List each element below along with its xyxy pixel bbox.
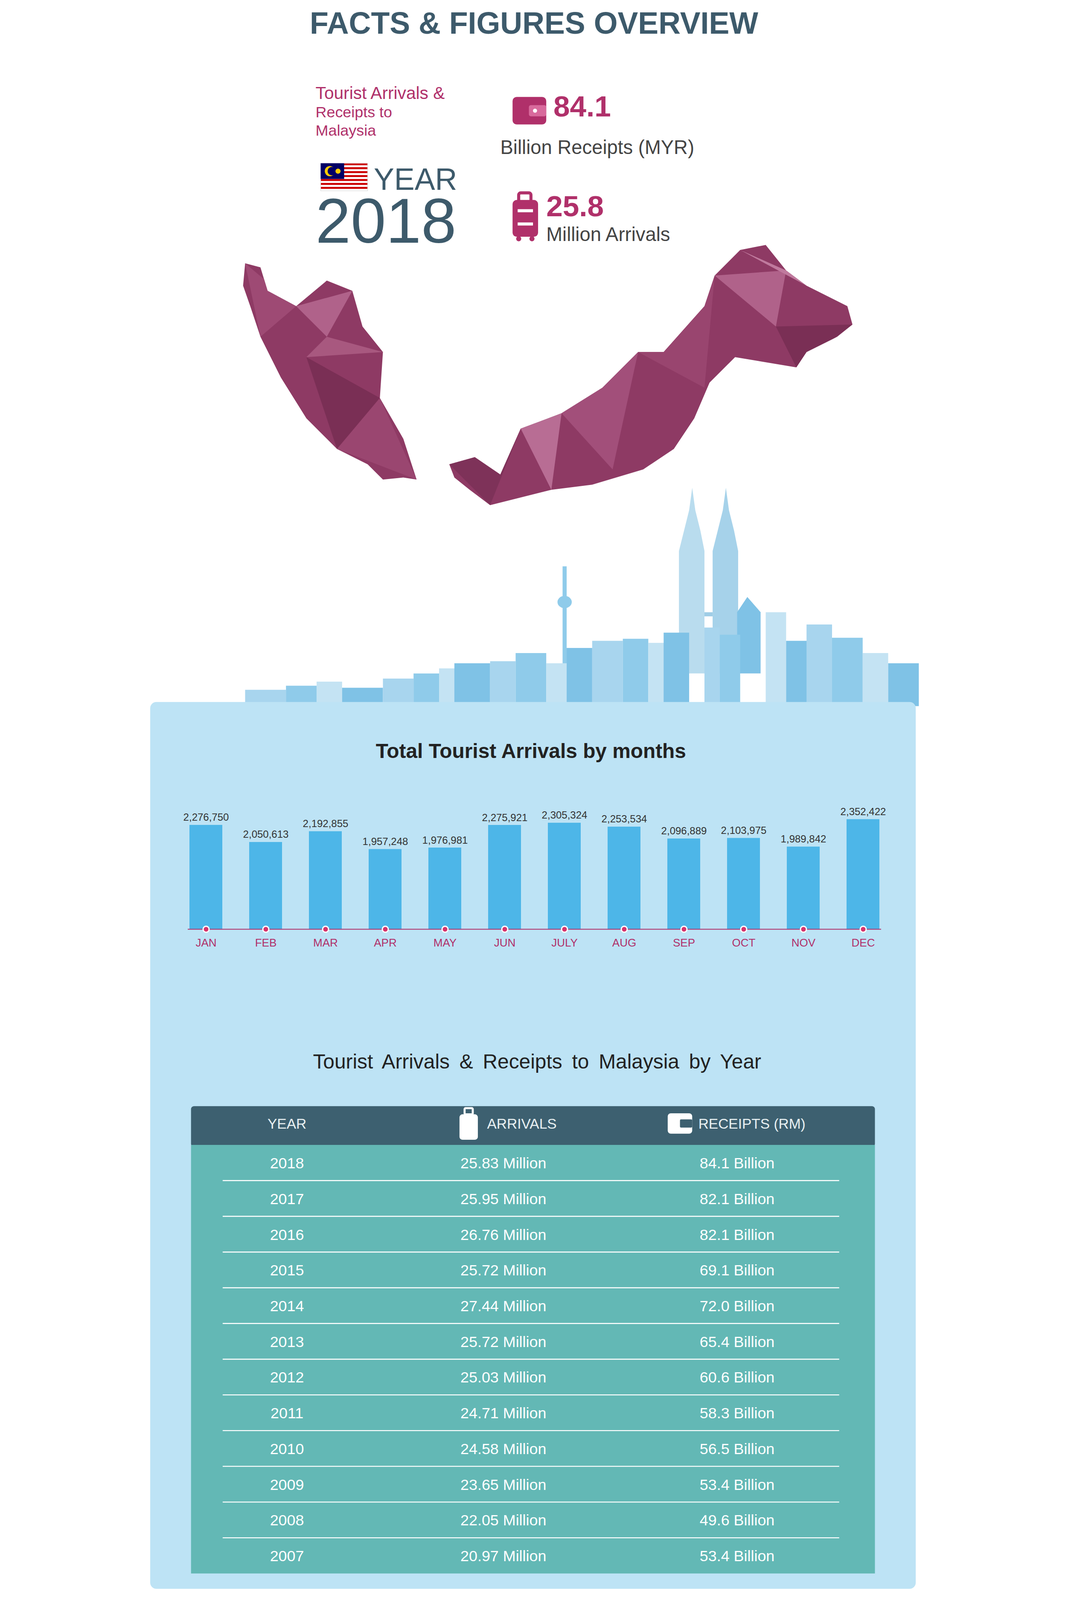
svg-text:SEP: SEP	[672, 936, 696, 950]
svg-text:22.05 Million: 22.05 Million	[460, 1512, 547, 1530]
svg-text:24.58 Million: 24.58 Million	[460, 1440, 547, 1458]
svg-text:82.1 Billion: 82.1 Billion	[699, 1190, 775, 1208]
svg-text:20.97 Million: 20.97 Million	[460, 1548, 547, 1566]
svg-text:2,275,921: 2,275,921	[482, 811, 528, 824]
svg-text:Tourist Arrivals &: Tourist Arrivals &	[315, 83, 446, 103]
svg-text:NOV: NOV	[791, 936, 816, 950]
svg-text:2008: 2008	[270, 1512, 305, 1530]
svg-text:65.4 Billion: 65.4 Billion	[699, 1333, 775, 1351]
svg-text:58.3 Billion: 58.3 Billion	[699, 1405, 775, 1423]
svg-text:Tourist Arrivals & Receipts to: Tourist Arrivals & Receipts to Malaysia …	[312, 1050, 762, 1074]
svg-text:YEAR: YEAR	[267, 1116, 307, 1133]
svg-text:1,976,981: 1,976,981	[422, 834, 469, 847]
svg-text:2018: 2018	[270, 1155, 305, 1173]
svg-text:Billion Receipts (MYR): Billion Receipts (MYR)	[500, 136, 695, 159]
svg-text:23.65 Million: 23.65 Million	[460, 1476, 547, 1494]
svg-text:27.44 Million: 27.44 Million	[460, 1297, 547, 1316]
svg-text:DEC: DEC	[851, 936, 876, 950]
svg-text:2013: 2013	[270, 1333, 305, 1351]
svg-text:RECEIPTS (RM): RECEIPTS (RM)	[698, 1116, 806, 1133]
svg-text:26.76 Million: 26.76 Million	[460, 1226, 547, 1244]
svg-text:49.6 Billion: 49.6 Billion	[699, 1512, 775, 1530]
svg-text:Total Tourist Arrivals by mont: Total Tourist Arrivals by months	[375, 739, 687, 763]
svg-text:JAN: JAN	[195, 936, 217, 950]
svg-text:2,305,324: 2,305,324	[541, 809, 588, 821]
svg-text:APR: APR	[373, 936, 397, 950]
svg-text:69.1 Billion: 69.1 Billion	[699, 1262, 775, 1280]
svg-text:ARRIVALS: ARRIVALS	[486, 1116, 557, 1133]
svg-text:1,989,842: 1,989,842	[780, 833, 827, 845]
svg-text:OCT: OCT	[732, 936, 756, 950]
svg-text:2,050,613: 2,050,613	[243, 828, 289, 841]
svg-text:2007: 2007	[270, 1548, 305, 1566]
svg-text:2,192,855: 2,192,855	[302, 817, 349, 830]
svg-text:53.4 Billion: 53.4 Billion	[699, 1548, 775, 1566]
svg-text:2,103,975: 2,103,975	[721, 824, 767, 837]
svg-text:AUG: AUG	[612, 936, 637, 950]
svg-text:25.8: 25.8	[546, 189, 604, 223]
svg-text:60.6 Billion: 60.6 Billion	[699, 1369, 775, 1387]
svg-text:1,957,248: 1,957,248	[362, 835, 409, 848]
svg-text:2010: 2010	[270, 1440, 305, 1458]
svg-text:2011: 2011	[270, 1405, 304, 1423]
svg-text:25.72 Million: 25.72 Million	[460, 1262, 547, 1280]
svg-text:2,352,422: 2,352,422	[840, 806, 887, 818]
svg-text:Million Arrivals: Million Arrivals	[546, 223, 670, 246]
svg-text:2015: 2015	[270, 1262, 305, 1280]
svg-text:MAY: MAY	[433, 936, 457, 950]
svg-text:FEB: FEB	[255, 936, 277, 950]
svg-text:2018: 2018	[315, 185, 457, 257]
svg-text:Malaysia: Malaysia	[315, 122, 377, 140]
svg-text:2,096,889: 2,096,889	[661, 825, 708, 837]
svg-text:25.03 Million: 25.03 Million	[460, 1369, 547, 1387]
svg-text:25.95 Million: 25.95 Million	[460, 1190, 547, 1208]
svg-text:2017: 2017	[270, 1190, 305, 1208]
svg-text:FACTS & FIGURES OVERVIEW: FACTS & FIGURES OVERVIEW	[309, 5, 759, 41]
svg-text:2016: 2016	[270, 1226, 305, 1244]
svg-text:2014: 2014	[270, 1297, 305, 1316]
svg-text:JULY: JULY	[551, 936, 578, 950]
svg-text:84.1: 84.1	[553, 89, 612, 123]
svg-text:56.5 Billion: 56.5 Billion	[699, 1440, 775, 1458]
svg-text:JUN: JUN	[494, 936, 516, 950]
svg-text:Receipts to: Receipts to	[315, 103, 393, 121]
svg-text:82.1 Billion: 82.1 Billion	[699, 1226, 775, 1244]
svg-text:2009: 2009	[270, 1476, 305, 1494]
svg-text:72.0 Billion: 72.0 Billion	[699, 1297, 775, 1316]
svg-text:2012: 2012	[270, 1369, 305, 1387]
svg-text:25.72 Million: 25.72 Million	[460, 1333, 547, 1351]
svg-text:YEAR: YEAR	[373, 162, 458, 197]
svg-text:2,276,750: 2,276,750	[183, 811, 230, 824]
svg-text:24.71 Million: 24.71 Million	[460, 1405, 547, 1423]
svg-text:2,253,534: 2,253,534	[601, 813, 648, 825]
svg-text:MAR: MAR	[313, 936, 338, 950]
svg-text:84.1 Billion: 84.1 Billion	[699, 1155, 775, 1173]
svg-text:53.4 Billion: 53.4 Billion	[699, 1476, 775, 1494]
svg-text:25.83 Million: 25.83 Million	[460, 1155, 547, 1173]
